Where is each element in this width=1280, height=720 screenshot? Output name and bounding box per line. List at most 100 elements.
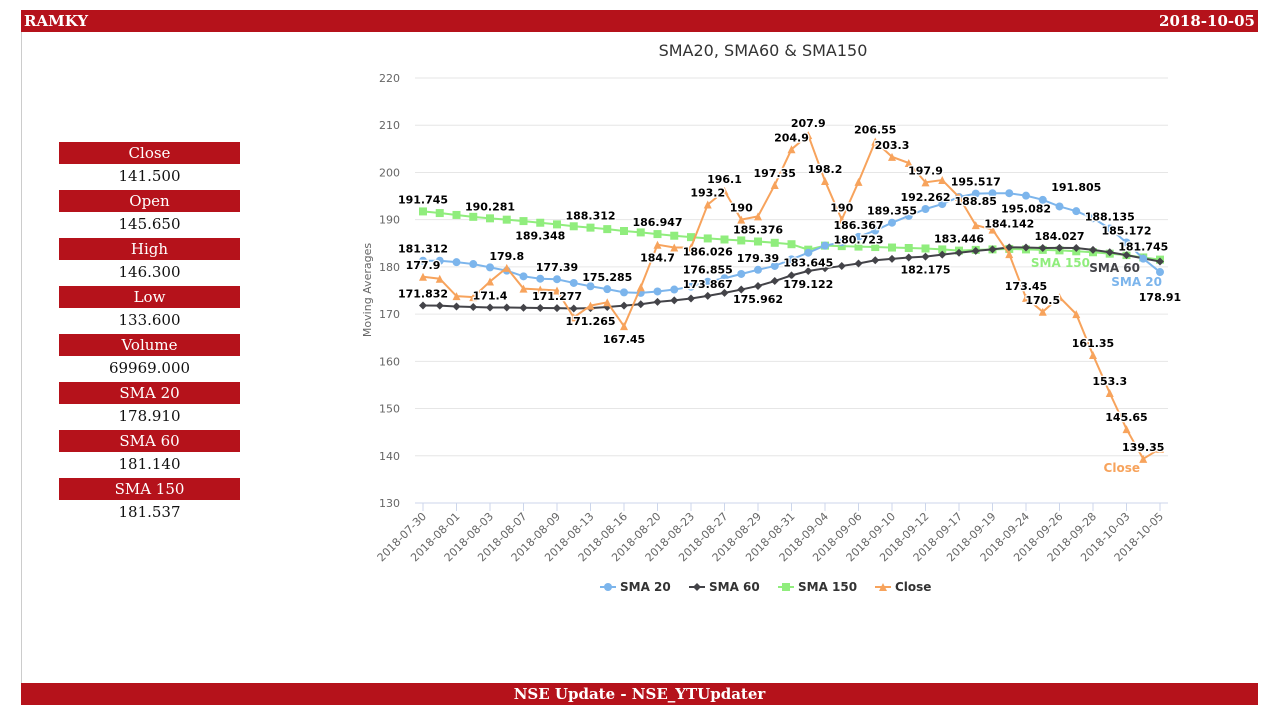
data-point [553, 286, 561, 295]
data-point [620, 322, 628, 331]
legend-marker [879, 583, 887, 591]
legend-item[interactable]: SMA 20 [600, 580, 671, 594]
data-label: 178.91 [1139, 291, 1181, 304]
data-label: 179.122 [783, 278, 833, 291]
data-point [636, 228, 645, 237]
data-label: 207.9 [791, 117, 826, 130]
data-point [770, 261, 779, 270]
data-label: 182.175 [900, 264, 950, 277]
y-tick-label: 170 [379, 308, 400, 321]
legend-item[interactable]: Close [875, 580, 931, 594]
data-point [653, 287, 662, 296]
data-point [754, 212, 762, 221]
stat-value: 181.537 [118, 503, 181, 521]
y-tick-label: 200 [379, 166, 400, 179]
data-label: 171.4 [473, 290, 508, 303]
stat-label: Volume [59, 334, 240, 356]
data-point [1005, 250, 1014, 259]
data-label: 188.312 [565, 210, 615, 223]
data-label: 181.312 [398, 243, 448, 256]
data-label: 204.9 [774, 131, 809, 144]
series-end-label: SMA 150 [1031, 256, 1090, 270]
y-tick-label: 190 [379, 214, 400, 227]
data-label: 197.9 [908, 164, 943, 177]
data-point [419, 272, 427, 281]
data-point [1089, 245, 1097, 254]
data-point [871, 226, 880, 235]
data-label: 179.8 [489, 250, 524, 263]
series-end-label: Close [1104, 461, 1140, 475]
data-point [553, 220, 561, 229]
data-point [603, 285, 612, 294]
data-point [670, 285, 679, 294]
data-point [1022, 293, 1030, 302]
data-point [687, 294, 695, 303]
data-label: 190 [730, 202, 753, 215]
y-tick-label: 160 [379, 355, 400, 368]
legend-item[interactable]: SMA 60 [689, 580, 760, 594]
data-label: 180.723 [833, 233, 883, 246]
data-label: 186.367 [833, 219, 883, 232]
data-point [1139, 254, 1148, 263]
data-point [988, 189, 997, 198]
data-point [1105, 224, 1114, 233]
data-point [837, 261, 846, 270]
stat-label: High [59, 238, 240, 260]
data-point [955, 193, 963, 201]
data-label: 203.3 [875, 139, 910, 152]
legend-marker [604, 583, 612, 591]
data-point [888, 254, 896, 263]
data-label: 191.745 [398, 193, 448, 206]
data-point [1122, 425, 1131, 434]
data-point [804, 131, 813, 140]
data-point [536, 303, 545, 312]
data-point [586, 282, 595, 291]
data-point [653, 240, 662, 249]
data-point [553, 304, 561, 313]
data-point [871, 243, 880, 252]
data-point [854, 177, 863, 186]
data-point [603, 298, 612, 307]
data-point [1022, 243, 1030, 252]
data-point [737, 269, 746, 278]
data-point [419, 301, 427, 310]
data-point [871, 256, 880, 265]
data-label: 188.85 [955, 195, 997, 208]
data-point [971, 221, 980, 230]
data-point [921, 204, 930, 213]
stat-value: 133.600 [118, 311, 181, 329]
data-label: 185.376 [733, 224, 783, 237]
data-point [904, 159, 913, 167]
data-point [921, 244, 930, 253]
data-point [888, 243, 896, 252]
data-point [1038, 195, 1047, 204]
data-point [1055, 293, 1064, 302]
chart-title: SMA20, SMA60 & SMA150 [659, 41, 868, 60]
data-point [720, 235, 729, 244]
data-label: 183.645 [783, 257, 833, 270]
data-label: 179.39 [737, 252, 779, 265]
data-point [754, 281, 762, 290]
data-label: 173.45 [1005, 280, 1047, 293]
legend-item[interactable]: SMA 150 [778, 580, 857, 594]
data-point [955, 248, 963, 257]
data-point [938, 245, 947, 254]
y-axis-title: Moving Averages [361, 243, 374, 337]
data-point [419, 256, 427, 265]
data-point [536, 285, 545, 294]
data-point [486, 277, 494, 286]
data-point [1156, 444, 1164, 453]
data-point [821, 241, 829, 250]
data-point [921, 178, 930, 187]
data-point [486, 214, 494, 223]
data-label: 198.2 [808, 163, 843, 176]
data-point [687, 243, 695, 252]
legend-label: SMA 20 [620, 580, 671, 594]
data-point [720, 186, 729, 195]
data-point [502, 303, 511, 312]
data-label: 190.281 [465, 200, 515, 213]
data-point [854, 242, 863, 251]
data-point [569, 313, 578, 322]
data-label: 186.947 [632, 216, 682, 229]
data-label: 175.962 [733, 293, 783, 306]
